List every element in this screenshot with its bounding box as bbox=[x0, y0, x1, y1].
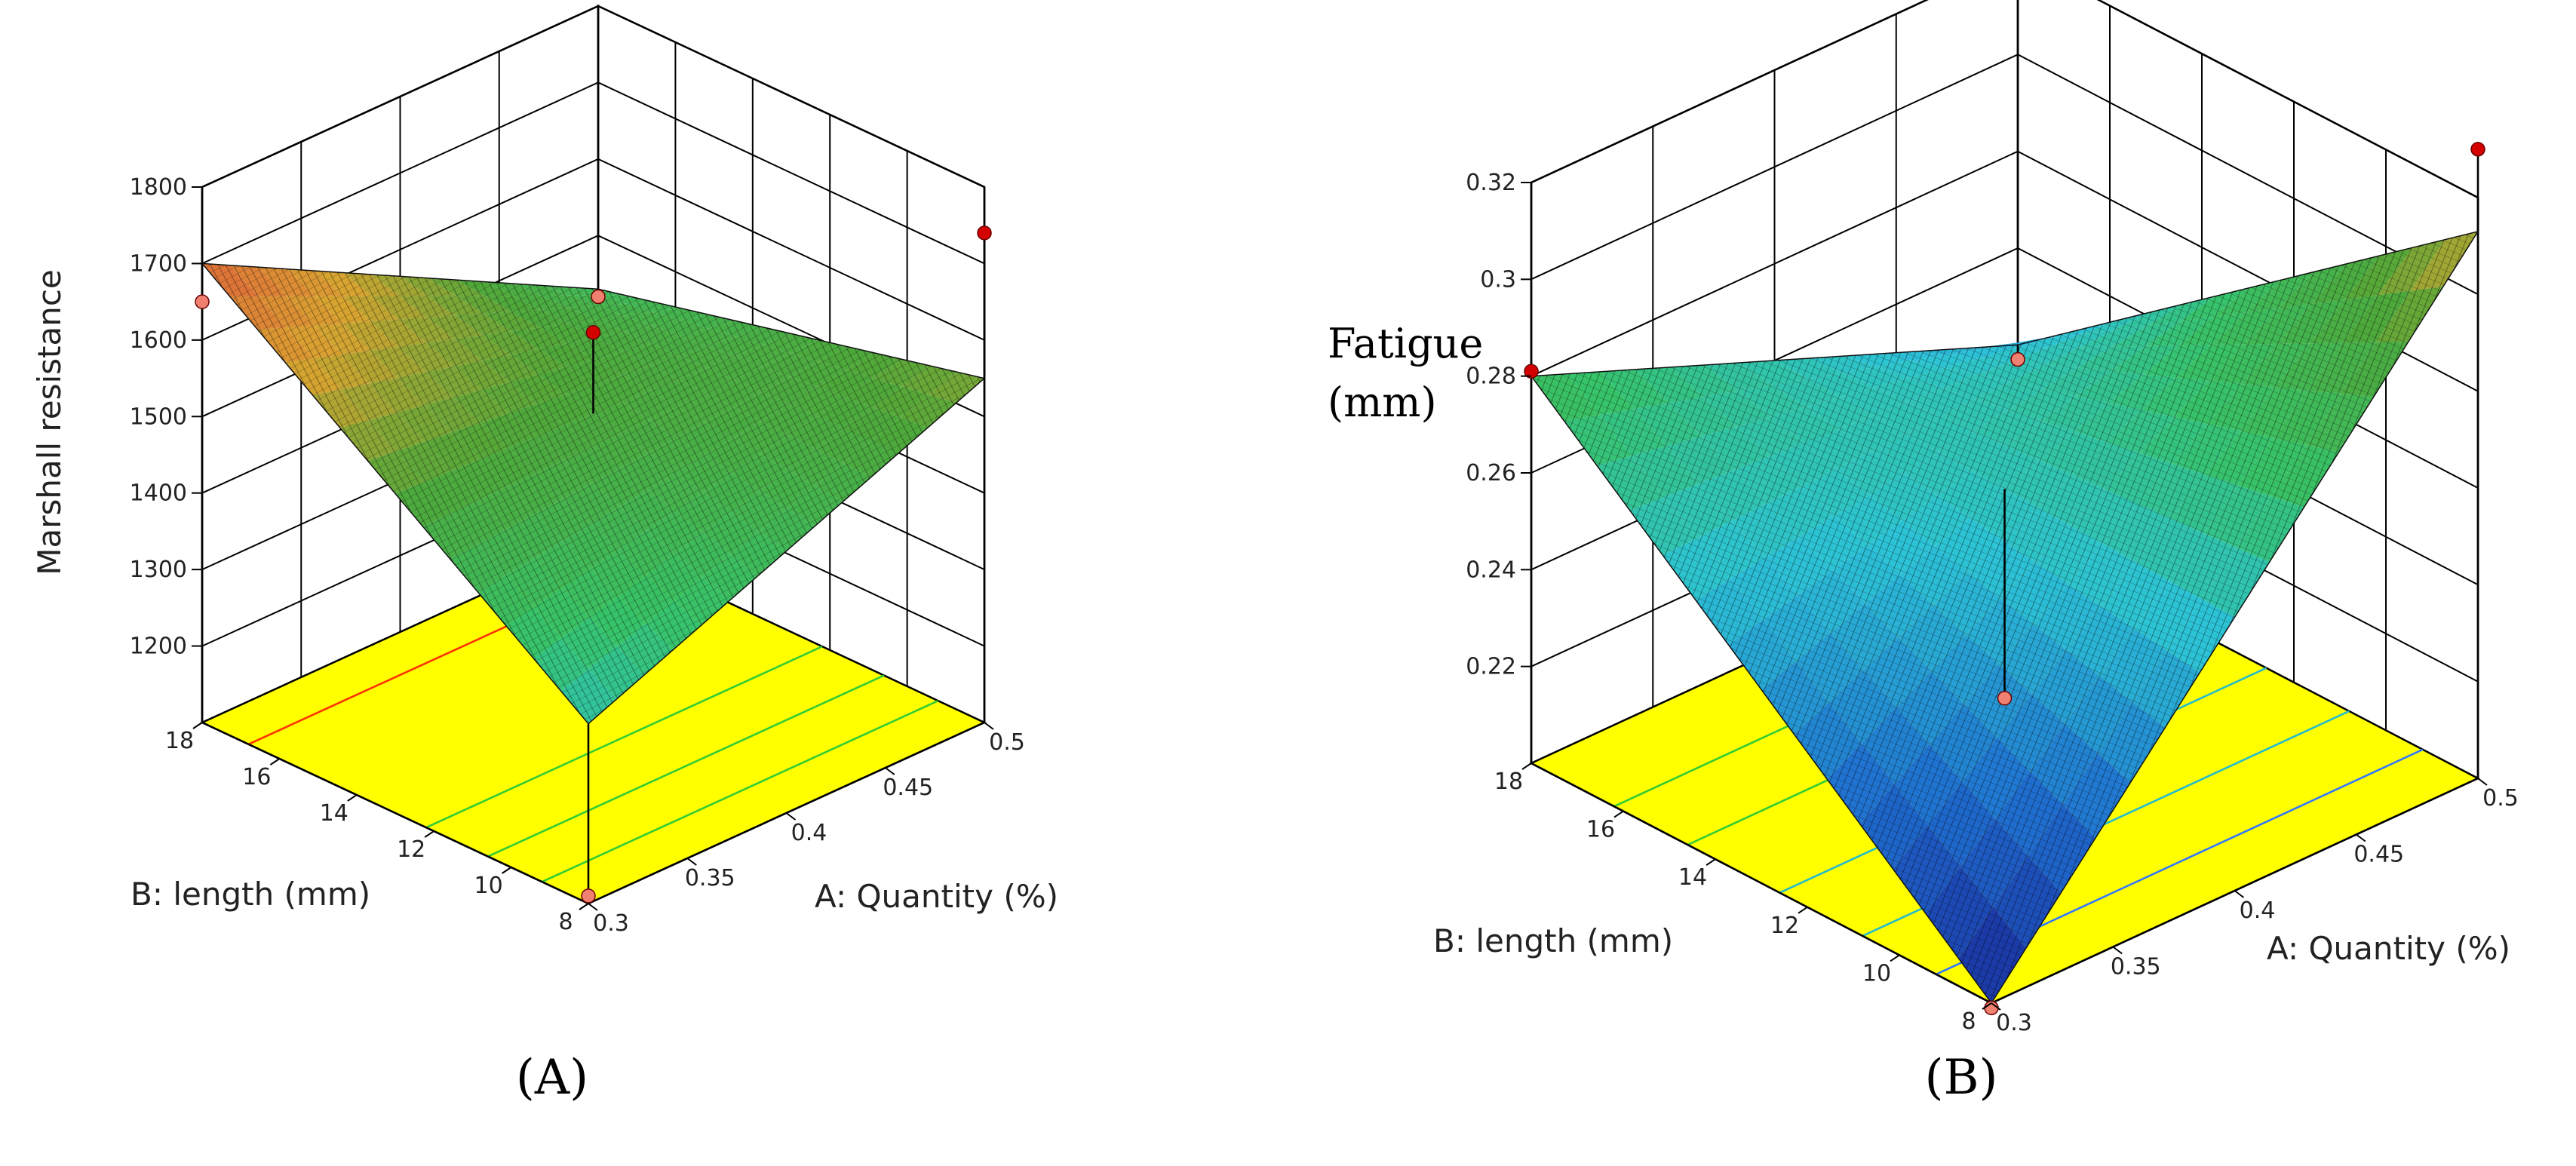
z-tick-label: 0.32 bbox=[1466, 170, 1516, 196]
x-tick-mark bbox=[588, 903, 598, 911]
design-points bbox=[195, 226, 992, 904]
design-point bbox=[585, 324, 601, 340]
x-tick-label: 0.45 bbox=[883, 775, 933, 801]
y-tick-label: 8 bbox=[1961, 1008, 1976, 1035]
x-tick-label: 0.5 bbox=[2482, 785, 2519, 812]
axis-labels: Fatigue (mm) B: length (mm) A: Quantity (%) bbox=[1328, 320, 2510, 967]
x-tick-mark bbox=[785, 812, 797, 821]
x-tick-label: 0.4 bbox=[791, 820, 827, 846]
x-tick-mark bbox=[2112, 946, 2123, 955]
y-tick-mark bbox=[1521, 763, 1532, 770]
x-tick-mark bbox=[1991, 1002, 2001, 1011]
design-points bbox=[1524, 142, 2485, 1016]
y-tick-mark bbox=[424, 830, 434, 838]
y-tick-mark bbox=[192, 722, 203, 729]
wall-grid-line bbox=[1531, 0, 2479, 198]
y-tick-mark bbox=[1798, 906, 1808, 914]
response-surface bbox=[201, 262, 986, 725]
z-tick-label: 1800 bbox=[130, 174, 187, 201]
z-tick-label: 0.22 bbox=[1466, 654, 1516, 680]
design-point bbox=[1997, 691, 2013, 706]
design-point bbox=[591, 289, 606, 305]
panel-b-label: (B) bbox=[1925, 1050, 1998, 1106]
y-axis-title: B: length (mm) bbox=[1433, 922, 1673, 959]
wall-grid-line bbox=[201, 81, 985, 265]
z-tick-label: 0.28 bbox=[1466, 364, 1516, 390]
z-tick-label: 0.3 bbox=[1480, 266, 1516, 293]
x-tick-mark bbox=[2477, 778, 2488, 786]
y-tick-label: 16 bbox=[1586, 817, 1615, 843]
x-tick-label: 0.5 bbox=[989, 729, 1025, 756]
y-tick-mark bbox=[269, 758, 280, 766]
panel-a-chart: 0.3 0.35 0.4 0.45 0.5 8 10 12 14 16 18 1200 1300 1400… bbox=[31, 4, 1058, 937]
x-tick-label: 0.45 bbox=[2353, 842, 2404, 868]
x-tick-mark bbox=[2234, 890, 2245, 898]
y-tick-label: 14 bbox=[320, 800, 348, 827]
tick-labels: 0.3 0.35 0.4 0.45 0.5 8 10 12 14 16 18 1200 1300 1400… bbox=[130, 174, 1025, 937]
z-tick-label: 1500 bbox=[130, 403, 187, 430]
y-tick-mark bbox=[502, 867, 512, 874]
y-tick-label: 18 bbox=[165, 728, 194, 754]
x-tick-label: 0.3 bbox=[1996, 1010, 2032, 1036]
panel-a-label: (A) bbox=[516, 1050, 588, 1106]
z-tick-label: 0.26 bbox=[1466, 460, 1516, 486]
wall-grid-line bbox=[1531, 54, 2479, 296]
y-tick-label: 10 bbox=[1862, 960, 1891, 986]
y-tick-mark bbox=[1890, 954, 1900, 962]
y-tick-mark bbox=[1982, 1002, 1992, 1010]
x-tick-label: 0.35 bbox=[685, 865, 735, 891]
z-tick-label: 0.24 bbox=[1466, 557, 1516, 583]
y-tick-label: 16 bbox=[242, 764, 271, 790]
z-tick-label: 1300 bbox=[130, 557, 187, 583]
y-tick-mark bbox=[579, 903, 589, 910]
design-point bbox=[195, 294, 210, 309]
axis-labels: Marshall resistance B: length (mm) A: Quan… bbox=[31, 269, 1058, 915]
x-tick-label: 0.3 bbox=[593, 910, 629, 937]
x-tick-label: 0.4 bbox=[2240, 898, 2276, 924]
y-tick-label: 10 bbox=[474, 873, 503, 899]
wall-grid-line bbox=[201, 5, 985, 188]
x-tick-mark bbox=[2356, 833, 2366, 842]
panel-b-chart: 0.3 0.35 0.4 0.45 0.5 8 10 12 14 16 18 0.22 0.24 0.26… bbox=[1328, 0, 2519, 1036]
z-axis-title: Marshall resistance bbox=[31, 269, 68, 575]
y-tick-label: 18 bbox=[1494, 769, 1523, 795]
tick-labels: 0.3 0.35 0.4 0.45 0.5 8 10 12 14 16 18 0.22 0.24 0.26… bbox=[1466, 170, 2519, 1036]
z-tick-label: 1700 bbox=[130, 250, 187, 277]
z-axis-title-line1: Fatigue bbox=[1328, 320, 1483, 367]
floor-contour-line bbox=[487, 674, 885, 858]
x-axis-title: A: Quantity (%) bbox=[2267, 930, 2510, 967]
floor-contour-line bbox=[542, 700, 939, 883]
floor-contour-line bbox=[425, 646, 823, 829]
x-tick-mark bbox=[686, 858, 697, 866]
design-point bbox=[2010, 351, 2025, 367]
y-tick-label: 8 bbox=[558, 909, 573, 935]
z-tick-label: 1400 bbox=[130, 480, 187, 507]
x-tick-label: 0.35 bbox=[2111, 954, 2161, 980]
design-point bbox=[1524, 364, 1539, 379]
z-tick-label: 1200 bbox=[130, 634, 187, 660]
z-tick-label: 1600 bbox=[130, 327, 187, 354]
y-tick-mark bbox=[1706, 858, 1716, 867]
x-axis-title: A: Quantity (%) bbox=[815, 878, 1058, 915]
design-point bbox=[581, 888, 596, 904]
z-axis-title-line2: (mm) bbox=[1328, 379, 1437, 426]
y-tick-mark bbox=[1613, 810, 1624, 818]
y-tick-label: 14 bbox=[1678, 864, 1707, 891]
x-tick-mark bbox=[885, 767, 895, 775]
y-tick-label: 12 bbox=[1770, 913, 1799, 939]
x-tick-mark bbox=[984, 722, 994, 730]
y-axis-title: B: length (mm) bbox=[130, 876, 370, 913]
design-point bbox=[2470, 142, 2485, 157]
y-tick-mark bbox=[347, 794, 358, 802]
y-tick-label: 12 bbox=[397, 836, 425, 863]
design-point bbox=[977, 226, 992, 241]
